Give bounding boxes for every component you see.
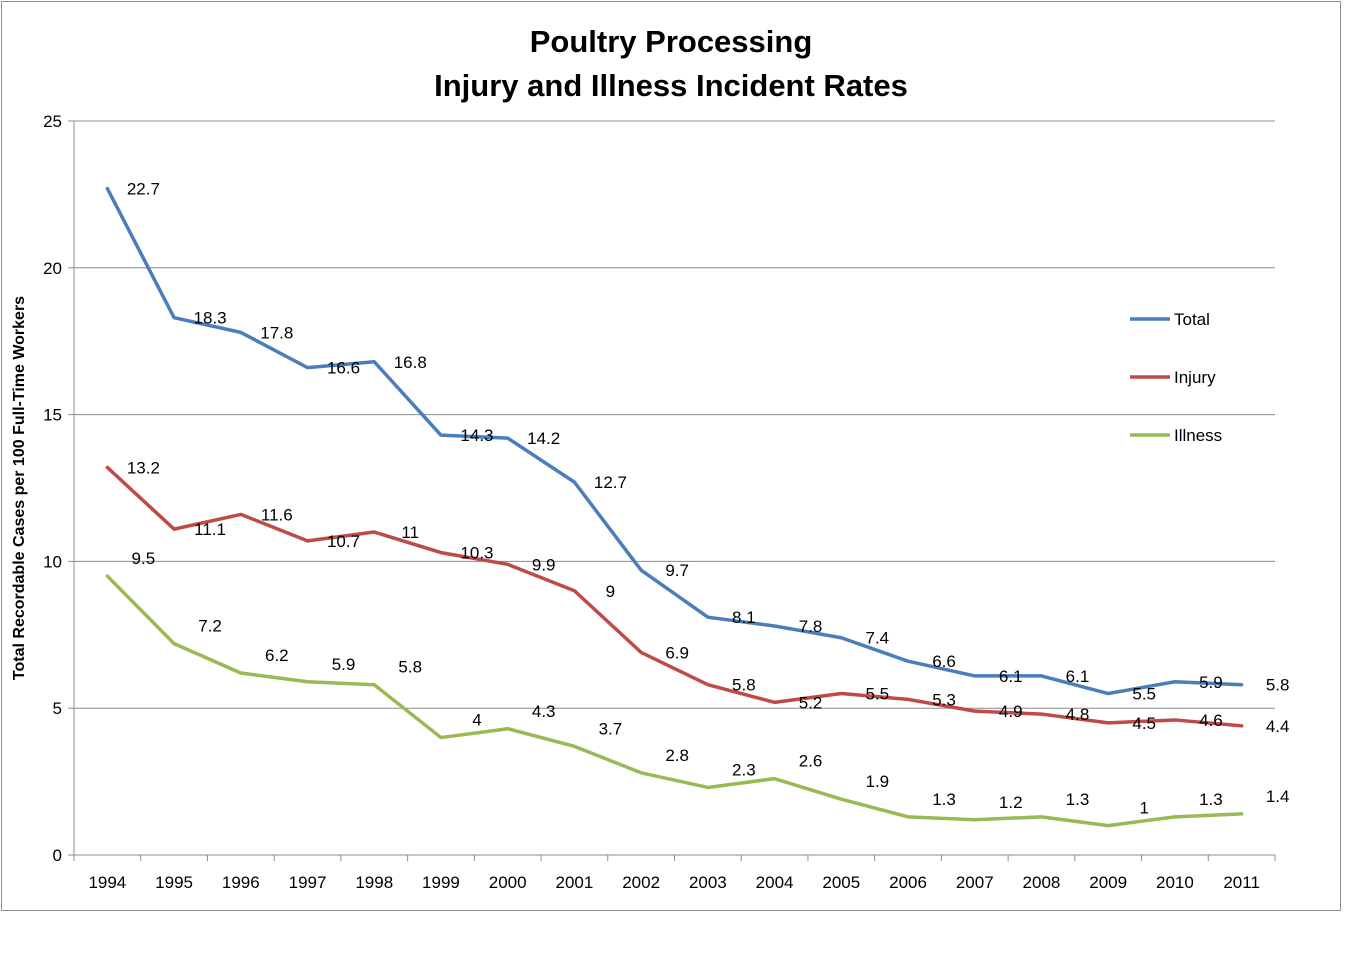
x-tick-label-1995: 1995 xyxy=(155,873,193,892)
data-label-illness-2004: 2.6 xyxy=(799,752,823,771)
chart-frame xyxy=(1,1,1341,911)
data-label-illness-2000: 4.3 xyxy=(532,702,556,721)
data-label-illness-2009: 1 xyxy=(1139,799,1148,818)
data-label-total-1996: 17.8 xyxy=(260,323,293,342)
x-tick-label-2007: 2007 xyxy=(956,873,994,892)
gridlines xyxy=(74,120,1275,709)
data-label-total-2007: 6.1 xyxy=(999,667,1023,686)
data-label-injury-1994: 13.2 xyxy=(127,458,160,477)
data-label-illness-2006: 1.3 xyxy=(932,790,956,809)
x-tick-label-2009: 2009 xyxy=(1089,873,1127,892)
legend-label-illness: Illness xyxy=(1174,426,1222,445)
data-label-illness-1994: 9.5 xyxy=(132,549,156,568)
y-tick-label-10: 10 xyxy=(43,552,62,571)
data-label-total-2009: 5.5 xyxy=(1132,685,1156,704)
x-tick-label-2008: 2008 xyxy=(1023,873,1061,892)
x-tick-label-2006: 2006 xyxy=(889,873,927,892)
data-label-illness-2011: 1.4 xyxy=(1266,787,1290,806)
data-label-injury-2001: 9 xyxy=(606,582,615,601)
data-label-injury-2005: 5.5 xyxy=(865,685,889,704)
data-label-injury-2008: 4.8 xyxy=(1066,705,1090,724)
data-label-illness-2002: 2.8 xyxy=(665,746,689,765)
x-tick-label-2001: 2001 xyxy=(556,873,594,892)
data-label-injury-2007: 4.9 xyxy=(999,702,1023,721)
data-label-injury-1996: 11.6 xyxy=(261,505,293,524)
y-tick-label-25: 25 xyxy=(43,112,62,131)
data-label-total-1994: 22.7 xyxy=(127,180,160,199)
data-label-illness-2003: 2.3 xyxy=(732,760,756,779)
data-label-illness-1996: 6.2 xyxy=(265,646,289,665)
x-tick-label-2005: 2005 xyxy=(822,873,860,892)
data-label-injury-2010: 4.6 xyxy=(1199,711,1223,730)
chart-title-line-1: Poultry Processing xyxy=(530,24,813,59)
x-tick-label-2000: 2000 xyxy=(489,873,527,892)
x-tick-label-2004: 2004 xyxy=(756,873,794,892)
data-label-injury-1998: 11 xyxy=(401,523,419,542)
data-label-illness-1998: 5.8 xyxy=(398,658,422,677)
data-label-injury-2003: 5.8 xyxy=(732,676,756,695)
data-label-illness-2007: 1.2 xyxy=(999,793,1023,812)
data-label-illness-1997: 5.9 xyxy=(332,655,356,674)
legend-label-total: Total xyxy=(1174,310,1210,329)
x-tick-label-1997: 1997 xyxy=(289,873,327,892)
data-label-illness-2005: 1.9 xyxy=(865,772,889,791)
y-tick-label-15: 15 xyxy=(43,406,62,425)
data-label-injury-2000: 9.9 xyxy=(532,555,556,574)
series-lines xyxy=(105,186,1244,828)
legend-label-injury: Injury xyxy=(1174,368,1216,387)
data-label-injury-2009: 4.5 xyxy=(1132,714,1156,733)
data-label-injury-2006: 5.3 xyxy=(932,690,956,709)
legend: Total Injury Illness xyxy=(1130,310,1222,445)
series-line-total xyxy=(105,186,1244,696)
data-label-total-2000: 14.2 xyxy=(527,429,560,448)
y-axis-label: Total Recordable Cases per 100 Full-Time… xyxy=(11,296,28,680)
x-tick-label-2011: 2011 xyxy=(1223,873,1260,892)
data-labels: 22.718.317.816.6 16.814.3 14.212.79.78.1 7.… xyxy=(127,180,1290,818)
data-label-illness-2001: 3.7 xyxy=(599,719,623,738)
y-tick-label-0: 0 xyxy=(53,846,62,865)
chart-title-line-2: Injury and Illness Incident Rates xyxy=(434,68,908,103)
data-label-injury-1995: 11.1 xyxy=(194,520,226,539)
x-tick-label-2010: 2010 xyxy=(1156,873,1194,892)
data-label-total-2011: 5.8 xyxy=(1266,676,1290,695)
data-label-total-2005: 7.4 xyxy=(865,629,889,648)
axes: 0 5 10 15 20 25 1994 1995 1996 1997 1998 1999 2000 20… xyxy=(43,112,1276,892)
data-label-total-2002: 9.7 xyxy=(665,561,689,580)
x-tick-label-1998: 1998 xyxy=(355,873,393,892)
x-tick-label-2003: 2003 xyxy=(689,873,727,892)
data-label-total-1995: 18.3 xyxy=(194,309,227,328)
x-tick-label-2002: 2002 xyxy=(622,873,660,892)
x-tick-label-1999: 1999 xyxy=(422,873,460,892)
x-tick-label-1996: 1996 xyxy=(222,873,260,892)
data-label-total-1999: 14.3 xyxy=(460,426,493,445)
data-label-total-2008: 6.1 xyxy=(1066,667,1090,686)
data-label-illness-2008: 1.3 xyxy=(1066,790,1090,809)
data-label-total-2003: 8.1 xyxy=(732,608,756,627)
series-line-injury xyxy=(105,465,1244,728)
data-label-illness-1995: 7.2 xyxy=(198,617,222,636)
y-tick-label-5: 5 xyxy=(53,699,62,718)
data-label-total-2001: 12.7 xyxy=(594,473,627,492)
data-label-injury-2002: 6.9 xyxy=(665,643,689,662)
data-label-injury-1997: 10.7 xyxy=(327,532,360,551)
x-tick-label-1994: 1994 xyxy=(88,873,126,892)
data-label-injury-2011: 4.4 xyxy=(1266,717,1290,736)
data-label-total-2010: 5.9 xyxy=(1199,673,1223,692)
y-tick-label-20: 20 xyxy=(43,259,62,278)
data-label-total-2004: 7.8 xyxy=(799,617,823,636)
data-label-illness-2010: 1.3 xyxy=(1199,790,1223,809)
data-label-illness-1999: 4 xyxy=(472,711,481,730)
data-label-total-1997: 16.6 xyxy=(327,359,360,378)
data-label-injury-1999: 10.3 xyxy=(460,544,493,563)
data-label-total-2006: 6.6 xyxy=(932,652,956,671)
data-label-injury-2004: 5.2 xyxy=(799,693,823,712)
series-line-illness xyxy=(105,574,1244,828)
data-label-total-1998: 16.8 xyxy=(394,353,427,372)
